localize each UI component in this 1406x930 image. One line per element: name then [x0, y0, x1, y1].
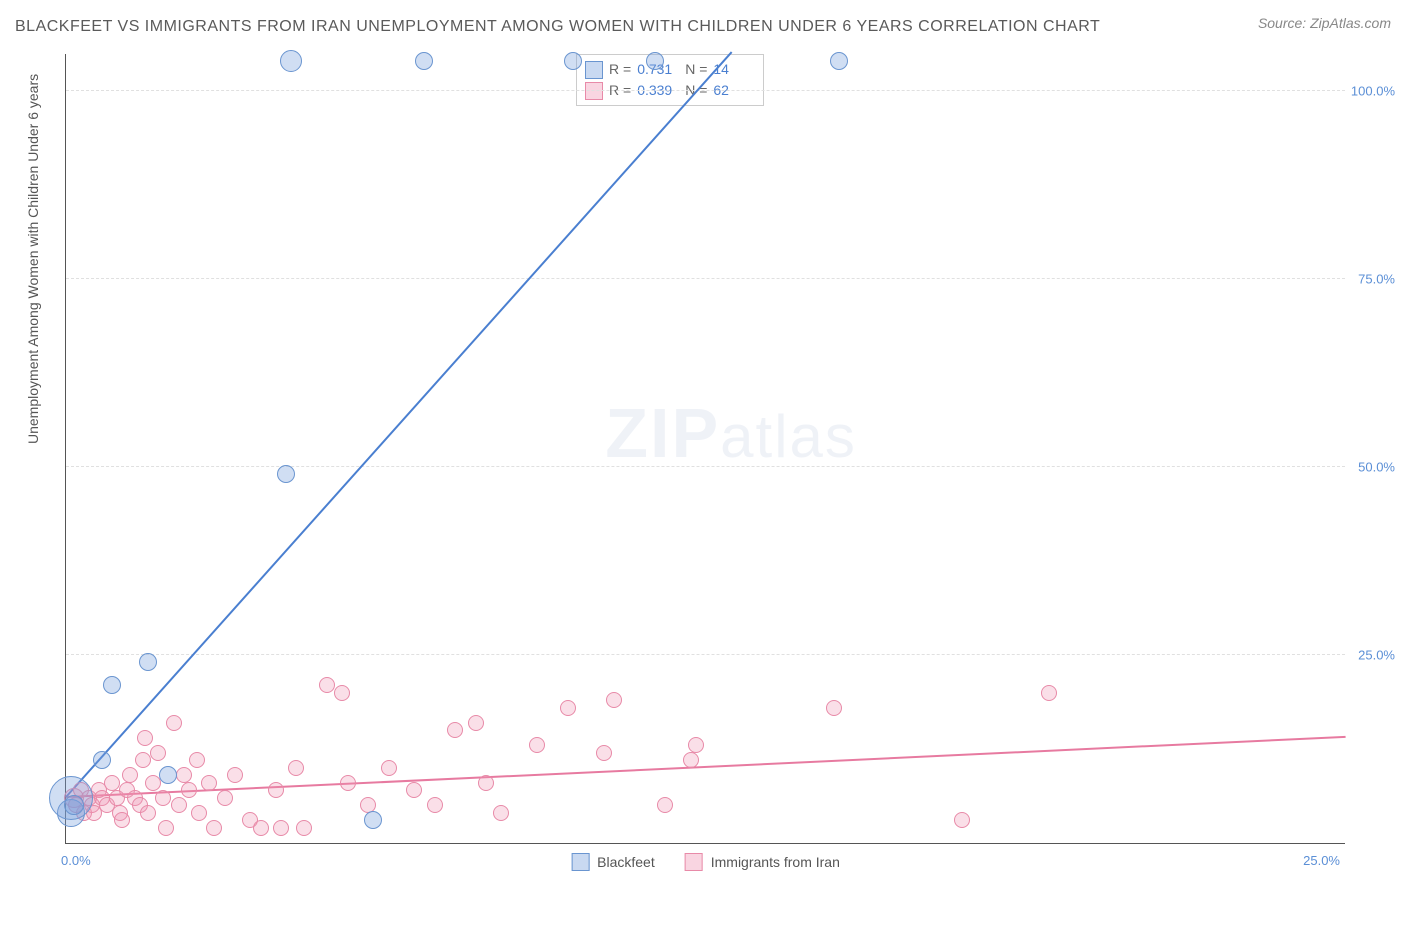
- watermark-zip: ZIP: [605, 393, 720, 473]
- data-point: [427, 797, 443, 813]
- legend-swatch-blue: [571, 853, 589, 871]
- data-point: [683, 752, 699, 768]
- legend-label: Immigrants from Iran: [711, 854, 840, 870]
- data-point: [688, 737, 704, 753]
- data-point: [406, 782, 422, 798]
- y-tick-label: 75.0%: [1345, 271, 1395, 286]
- data-point: [273, 820, 289, 836]
- data-point: [296, 820, 312, 836]
- legend-label: Blackfeet: [597, 854, 655, 870]
- source-attribution: Source: ZipAtlas.com: [1258, 15, 1391, 31]
- data-point: [159, 766, 177, 784]
- data-point: [564, 52, 582, 70]
- y-axis-label: Unemployment Among Women with Children U…: [25, 74, 41, 444]
- data-point: [104, 775, 120, 791]
- data-point: [657, 797, 673, 813]
- data-point: [64, 795, 84, 815]
- data-point: [155, 790, 171, 806]
- stats-box: R = 0.731 N = 14 R = 0.339 N = 62: [576, 54, 764, 106]
- y-tick-label: 50.0%: [1345, 459, 1395, 474]
- x-tick-min: 0.0%: [61, 853, 91, 868]
- watermark: ZIPatlas: [605, 393, 857, 473]
- data-point: [93, 751, 111, 769]
- data-point: [381, 760, 397, 776]
- chart-title: BLACKFEET VS IMMIGRANTS FROM IRAN UNEMPL…: [15, 15, 1100, 39]
- trendline: [66, 736, 1346, 798]
- data-point: [171, 797, 187, 813]
- data-point: [191, 805, 207, 821]
- data-point: [954, 812, 970, 828]
- data-point: [114, 812, 130, 828]
- data-point: [268, 782, 284, 798]
- stats-swatch-blue: [585, 61, 603, 79]
- grid-line: [66, 654, 1345, 655]
- data-point: [166, 715, 182, 731]
- stats-r-label: R =: [609, 59, 631, 80]
- data-point: [206, 820, 222, 836]
- data-point: [139, 653, 157, 671]
- data-point: [596, 745, 612, 761]
- grid-line: [66, 90, 1345, 91]
- data-point: [189, 752, 205, 768]
- x-tick-max: 25.0%: [1303, 853, 1340, 868]
- data-point: [176, 767, 192, 783]
- data-point: [478, 775, 494, 791]
- data-point: [217, 790, 233, 806]
- data-point: [560, 700, 576, 716]
- data-point: [319, 677, 335, 693]
- data-point: [1041, 685, 1057, 701]
- y-tick-label: 25.0%: [1345, 647, 1395, 662]
- grid-line: [66, 466, 1345, 467]
- data-point: [493, 805, 509, 821]
- data-point: [415, 52, 433, 70]
- data-point: [826, 700, 842, 716]
- data-point: [364, 811, 382, 829]
- data-point: [646, 52, 664, 70]
- data-point: [181, 782, 197, 798]
- stats-row-blue: R = 0.731 N = 14: [585, 59, 755, 80]
- data-point: [201, 775, 217, 791]
- legend: Blackfeet Immigrants from Iran: [571, 853, 840, 871]
- trendline: [65, 51, 732, 797]
- data-point: [227, 767, 243, 783]
- watermark-atlas: atlas: [720, 402, 857, 471]
- data-point: [280, 50, 302, 72]
- data-point: [447, 722, 463, 738]
- data-point: [288, 760, 304, 776]
- plot-area: ZIPatlas R = 0.731 N = 14 R = 0.339 N = …: [65, 54, 1345, 844]
- legend-item-pink: Immigrants from Iran: [685, 853, 840, 871]
- legend-item-blue: Blackfeet: [571, 853, 655, 871]
- data-point: [830, 52, 848, 70]
- chart-frame: Unemployment Among Women with Children U…: [15, 44, 1391, 894]
- data-point: [135, 752, 151, 768]
- data-point: [253, 820, 269, 836]
- data-point: [529, 737, 545, 753]
- y-tick-label: 100.0%: [1345, 83, 1395, 98]
- data-point: [158, 820, 174, 836]
- legend-swatch-pink: [685, 853, 703, 871]
- data-point: [137, 730, 153, 746]
- grid-line: [66, 278, 1345, 279]
- data-point: [334, 685, 350, 701]
- data-point: [103, 676, 121, 694]
- data-point: [150, 745, 166, 761]
- data-point: [140, 805, 156, 821]
- stats-n-label: N =: [685, 59, 707, 80]
- header-row: BLACKFEET VS IMMIGRANTS FROM IRAN UNEMPL…: [15, 15, 1391, 39]
- data-point: [122, 767, 138, 783]
- data-point: [468, 715, 484, 731]
- data-point: [277, 465, 295, 483]
- data-point: [340, 775, 356, 791]
- data-point: [606, 692, 622, 708]
